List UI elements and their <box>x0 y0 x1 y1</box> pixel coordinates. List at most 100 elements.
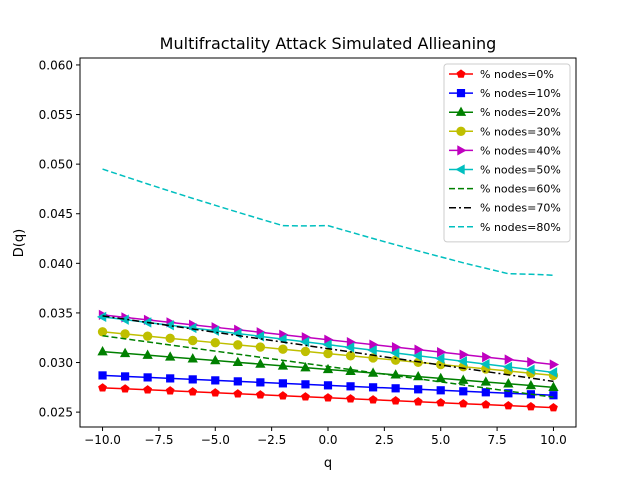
data-point <box>346 394 355 403</box>
data-point <box>277 360 289 370</box>
legend-entry: % nodes=0% <box>449 68 554 81</box>
data-point <box>120 372 130 381</box>
data-point <box>120 384 130 393</box>
legend-entry: % nodes=20% <box>449 106 561 119</box>
data-point <box>256 378 265 387</box>
y-tick-label: 0.025 <box>39 406 73 420</box>
data-point <box>525 364 535 375</box>
data-point <box>481 400 491 409</box>
data-point <box>458 399 468 408</box>
data-point <box>526 402 536 411</box>
legend-label: % nodes=20% <box>480 106 561 119</box>
data-point <box>278 379 288 388</box>
data-point <box>233 377 242 386</box>
data-point <box>119 347 131 358</box>
data-point <box>120 329 130 339</box>
legend-entry: % nodes=70% <box>449 202 561 215</box>
y-tick-label: 0.030 <box>39 356 73 370</box>
y-axis: 0.025 0.030 0.035 0.040 0.045 0.050 0.055 0.060 <box>39 58 80 420</box>
data-point <box>165 333 175 344</box>
data-point <box>457 356 467 367</box>
legend-marker <box>455 164 465 175</box>
legend-marker <box>456 126 466 137</box>
data-point <box>233 340 243 350</box>
series-line <box>102 334 554 398</box>
chart-title: Multifractality Attack Simulated Alliean… <box>160 34 497 53</box>
data-point <box>482 351 492 363</box>
legend-entry: % nodes=10% <box>449 87 561 100</box>
data-point <box>188 387 198 396</box>
data-point <box>232 356 243 367</box>
x-tick-label: 5.0 <box>431 433 450 447</box>
data-point <box>414 344 424 355</box>
legend-box <box>443 63 571 243</box>
data-point <box>143 373 152 382</box>
data-point <box>437 346 447 358</box>
data-point <box>503 378 514 388</box>
data-point <box>391 384 400 393</box>
series-8 <box>102 315 554 383</box>
series-7 <box>102 334 554 398</box>
series-1 <box>98 383 558 412</box>
x-tick-label: −5.0 <box>201 433 230 447</box>
plot-frame <box>79 57 577 428</box>
data-point <box>301 380 310 389</box>
data-point <box>548 381 559 392</box>
data-point <box>547 367 558 378</box>
y-tick-label: 0.060 <box>39 58 73 72</box>
data-point <box>480 358 490 370</box>
data-point <box>436 398 446 407</box>
data-point <box>504 354 514 365</box>
y-axis-label: D(q) <box>12 229 27 257</box>
y-tick-label: 0.040 <box>39 257 73 271</box>
data-point <box>344 342 355 353</box>
data-point <box>210 388 220 397</box>
legend-label: % nodes=50% <box>480 164 561 177</box>
legend-marker <box>455 106 467 116</box>
data-point <box>346 382 355 391</box>
data-point <box>480 376 491 386</box>
legend-label: % nodes=70% <box>480 202 561 215</box>
x-tick-label: 0.0 <box>318 433 337 447</box>
legend-label: % nodes=0% <box>480 68 554 81</box>
data-point <box>233 389 243 398</box>
data-point <box>390 347 400 359</box>
data-point <box>188 375 197 384</box>
legend-entry: % nodes=40% <box>449 144 561 157</box>
data-point <box>459 387 468 396</box>
y-tick-label: 0.055 <box>39 108 73 122</box>
data-point <box>525 379 537 390</box>
y-tick-label: 0.045 <box>39 207 73 221</box>
legend-entry: % nodes=60% <box>449 183 561 196</box>
data-point <box>187 353 198 363</box>
data-point <box>323 381 333 390</box>
data-point <box>368 383 378 392</box>
legend-label: % nodes=10% <box>480 87 561 100</box>
data-point <box>323 348 333 359</box>
data-point <box>278 391 288 400</box>
data-point <box>391 342 402 353</box>
data-point <box>278 344 288 354</box>
data-point <box>414 385 423 394</box>
data-point <box>300 362 311 372</box>
data-point <box>97 345 108 356</box>
data-point <box>527 356 537 368</box>
data-point <box>166 374 175 383</box>
data-point <box>255 342 266 352</box>
legend-entry: % nodes=30% <box>449 125 561 138</box>
legend-marker <box>456 89 466 98</box>
legend-label: % nodes=30% <box>480 125 561 138</box>
data-point <box>322 339 332 350</box>
data-point <box>98 383 107 392</box>
legend-label: % nodes=60% <box>480 183 561 196</box>
data-point <box>323 393 333 402</box>
data-point <box>187 322 197 334</box>
x-tick-label: 7.5 <box>488 433 507 447</box>
data-point <box>164 320 174 331</box>
data-point <box>300 346 311 357</box>
legend-label: % nodes=80% <box>480 221 561 234</box>
data-point <box>188 335 198 346</box>
legend-entry: % nodes=50% <box>449 164 561 177</box>
data-point <box>255 358 266 368</box>
data-point <box>391 396 401 405</box>
